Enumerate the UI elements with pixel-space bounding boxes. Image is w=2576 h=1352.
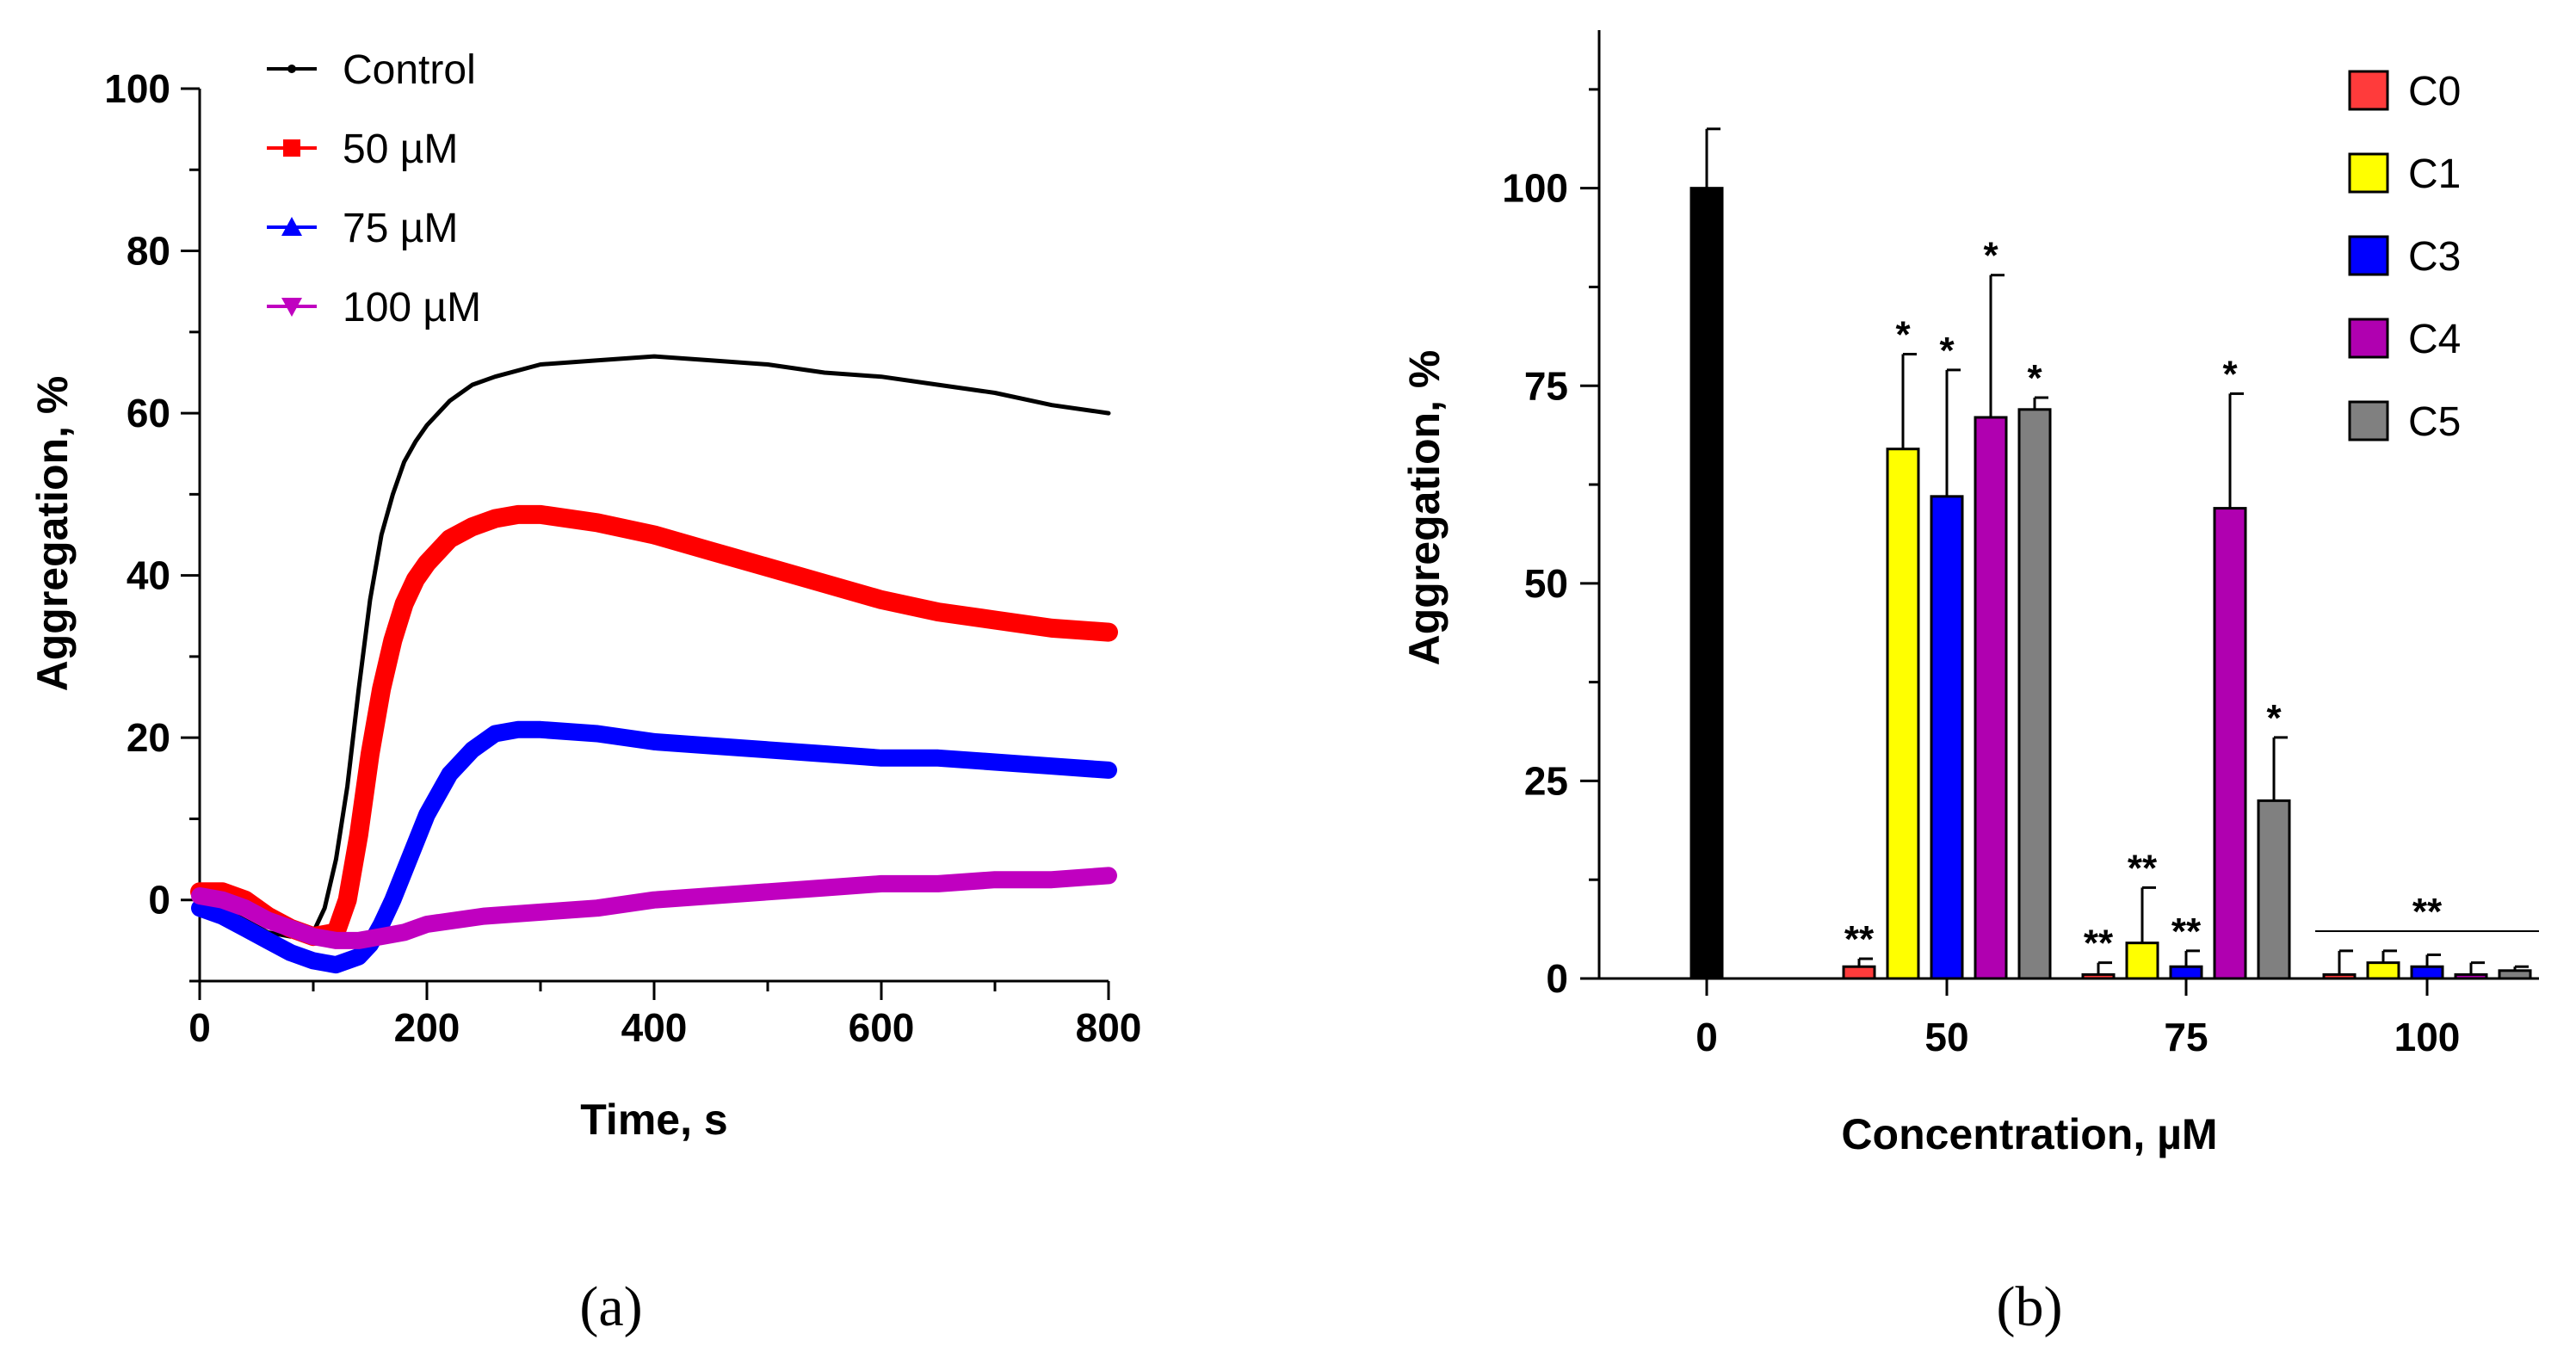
y-tick-label: 20: [127, 715, 170, 760]
group-annotation-text: **: [2412, 891, 2443, 933]
bar-c1: [1886, 448, 1920, 980]
bar-c1: [2125, 941, 2159, 980]
y-tick-label: 0: [148, 878, 170, 923]
bar-c4: [2213, 507, 2247, 980]
y-axis-title: Aggregation, %: [28, 376, 77, 692]
x-tick-label: 400: [621, 1005, 688, 1050]
x-tick-label: 200: [394, 1005, 460, 1050]
y-tick-label: 0: [1546, 956, 1568, 1001]
panel-b-bar-chart: 0 25 50 75 100 0 50 75 100 Concentration, µM Aggre…: [1400, 30, 2539, 1338]
significance-marker: **: [2171, 911, 2202, 953]
bar-c3: [1930, 495, 1964, 980]
legend-swatch-c0: [2348, 70, 2389, 111]
bar-c4: [1974, 416, 2008, 980]
legend-swatch-c3: [2348, 235, 2389, 276]
legend-label: C5: [2408, 399, 2461, 445]
legend-marker: [281, 298, 302, 317]
legend-label: 100 µM: [343, 285, 481, 330]
series-line-2: [191, 720, 1117, 974]
significance-marker: *: [1983, 235, 1998, 277]
significance-marker: *: [2222, 353, 2238, 395]
x-tick-label: 600: [849, 1005, 915, 1050]
significance-marker: **: [1844, 918, 1875, 960]
legend-label: C1: [2408, 151, 2461, 197]
x-tick-label: 0: [1696, 1015, 1718, 1059]
legend-label: 50 µM: [343, 127, 458, 172]
bar-c3: [2410, 965, 2444, 980]
bar-c3: [2169, 965, 2203, 980]
y-tick-label: 80: [127, 229, 170, 274]
significance-marker: **: [2084, 923, 2114, 965]
significance-marker: *: [2266, 697, 2282, 739]
x-tick-label: 75: [2164, 1015, 2208, 1059]
bar-c5: [2257, 799, 2291, 980]
legend-swatch-c1: [2348, 152, 2389, 194]
y-tick-label: 25: [1524, 758, 1568, 803]
bar-c5: [2498, 969, 2532, 980]
legend-marker: [287, 65, 296, 73]
x-axis-title: Concentration, µM: [1841, 1110, 2217, 1158]
bar-c4: [2454, 972, 2488, 980]
x-axis-title: Time, s: [580, 1096, 727, 1144]
significance-marker: *: [1939, 330, 1955, 372]
y-tick-label: 60: [127, 391, 170, 435]
y-tick-label: 100: [1502, 166, 1568, 211]
significance-marker: *: [1895, 314, 1911, 356]
legend-label: Control: [343, 47, 476, 93]
bar-control: [1690, 187, 1724, 980]
panel-a-line-chart: 0 20 40 60 80 100 0 200 400 600 800 Time, s Aggregat…: [28, 47, 1141, 1338]
significance-marker: *: [2027, 357, 2042, 399]
y-tick-label: 50: [1524, 561, 1568, 606]
bar-c5: [2017, 408, 2052, 980]
legend-marker: [281, 217, 302, 236]
x-tick-label: 0: [188, 1005, 211, 1050]
x-tick-label: 50: [1924, 1015, 1968, 1059]
series-line-3: [191, 867, 1117, 949]
significance-marker: **: [2128, 847, 2158, 889]
legend-label: C3: [2408, 234, 2461, 280]
legend-marker: [283, 139, 300, 157]
legend-label: C0: [2408, 69, 2461, 114]
bar-c1: [2366, 961, 2400, 980]
legend-swatch-c5: [2348, 400, 2389, 441]
legend-label: C4: [2408, 317, 2461, 362]
y-tick-label: 40: [127, 553, 170, 598]
legend-label: 75 µM: [343, 206, 458, 251]
y-axis-title: Aggregation, %: [1400, 350, 1449, 666]
legend-swatch-c4: [2348, 318, 2389, 359]
bar-c0: [2081, 972, 2116, 980]
panel-label-b: (b): [1997, 1275, 2063, 1338]
x-tick-label: 800: [1076, 1005, 1142, 1050]
bar-c0: [1842, 965, 1876, 980]
y-tick-label: 75: [1524, 363, 1568, 408]
panel-label-a: (a): [579, 1275, 642, 1338]
y-tick-label: 100: [104, 66, 170, 111]
bar-c0: [2322, 972, 2357, 980]
x-tick-label: 100: [2394, 1015, 2461, 1059]
